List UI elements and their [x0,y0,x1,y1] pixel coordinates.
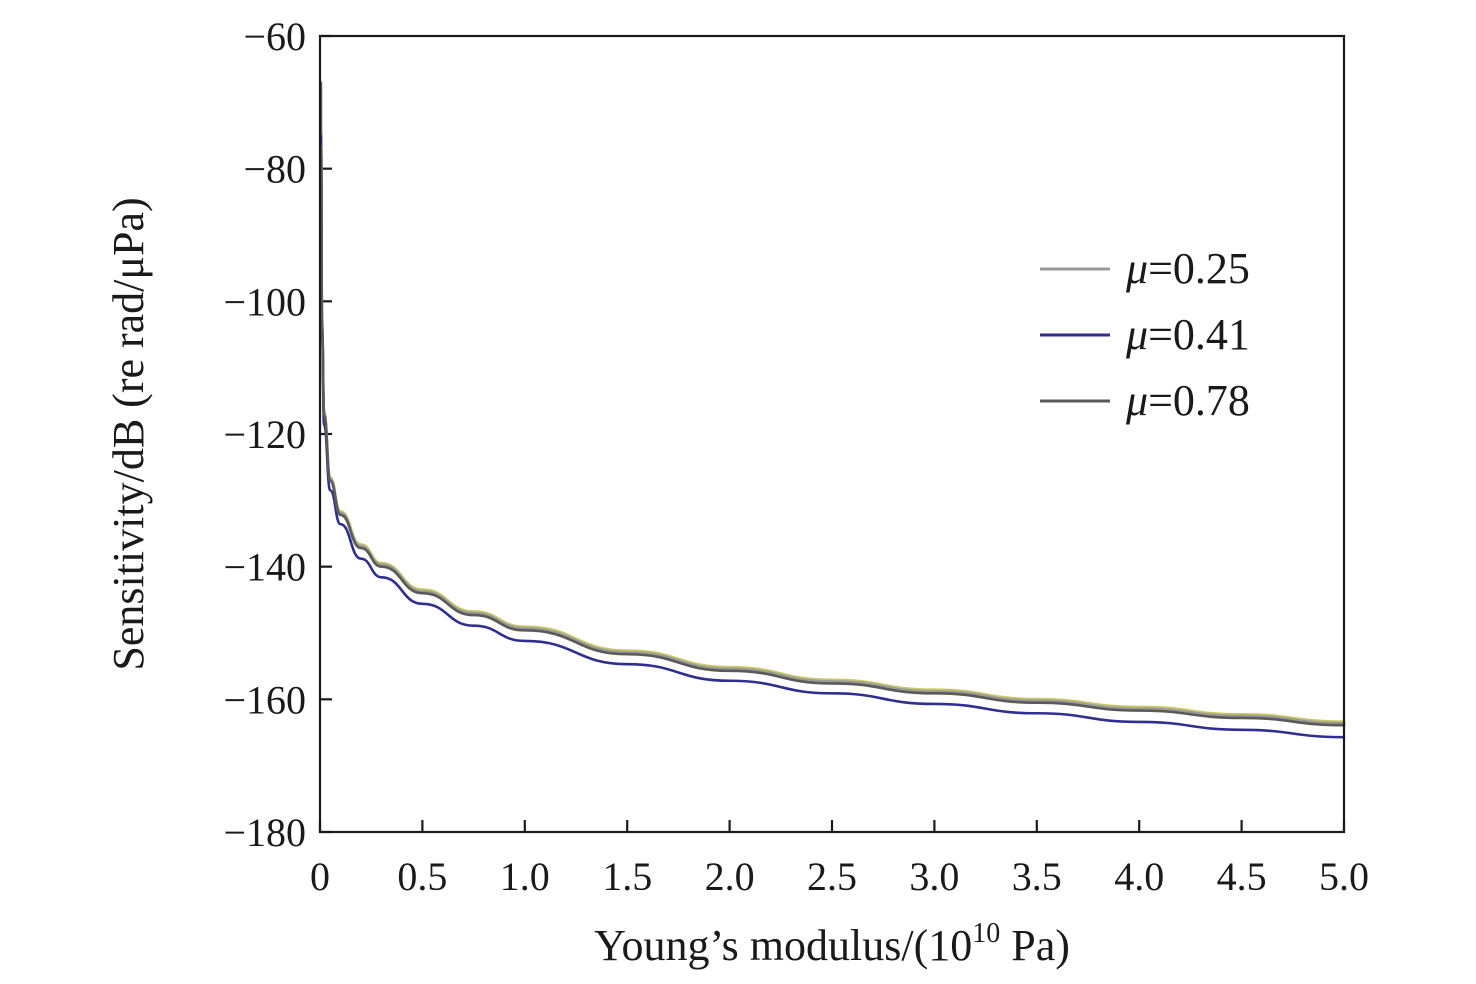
x-tick-label: 1.5 [602,854,652,899]
legend-label-1: μ=0.25 [1125,244,1250,293]
x-axis-title: Young’s modulus/(1010 Pa) [594,918,1070,970]
y-tick-label: −140 [223,545,306,590]
x-tick-label: 0.5 [397,854,447,899]
legend-mu-symbol: μ [1125,244,1148,293]
y-tick-label: −60 [243,14,306,59]
x-tick-label: 5.0 [1319,854,1369,899]
y-axis: −60 −80 −100 −120 −140 −160 −180 [223,14,332,855]
y-axis-title: Sensitivity/dB (re rad/μPa) [104,197,153,670]
x-tick-label: 0 [310,854,330,899]
x-axis-title-main: Young’s modulus/(10 [594,921,972,970]
x-tick-label: 2.0 [705,854,755,899]
x-axis-title-tail: Pa) [1000,921,1070,970]
legend-value: =0.25 [1148,244,1250,293]
legend-label-2: μ=0.41 [1125,310,1250,359]
y-tick-label: −80 [243,147,306,192]
legend-value: =0.41 [1148,310,1250,359]
x-tick-label: 4.5 [1217,854,1267,899]
y-tick-label: −160 [223,677,306,722]
x-tick-label: 1.0 [500,854,550,899]
legend-label-3: μ=0.78 [1125,376,1250,425]
series-line-3 [319,134,1346,727]
legend-mu-symbol: μ [1125,376,1148,425]
x-tick-label: 3.5 [1012,854,1062,899]
y-tick-label: −120 [223,412,306,457]
y-tick-label: −180 [223,810,306,855]
series-line-2 [319,144,1346,739]
y-tick-label: −100 [223,279,306,324]
legend-mu-symbol: μ [1125,310,1148,359]
x-axis: 0 0.5 1.0 1.5 2.0 2.5 3.0 3.5 4.0 4.5 5.0 [310,820,1369,899]
x-tick-label: 2.5 [807,854,857,899]
legend: μ=0.25μ=0.41μ=0.78 [1040,244,1250,425]
series-layer [319,81,1346,739]
x-tick-label: 3.0 [909,854,959,899]
x-axis-title-exponent: 10 [972,918,1000,949]
x-tick-label: 4.0 [1114,854,1164,899]
series-line-companion-b [319,133,1346,726]
plot-frame [318,34,1346,834]
series-line-companion-a [319,131,1346,723]
legend-value: =0.78 [1148,376,1250,425]
series-line-1 [319,132,1346,725]
